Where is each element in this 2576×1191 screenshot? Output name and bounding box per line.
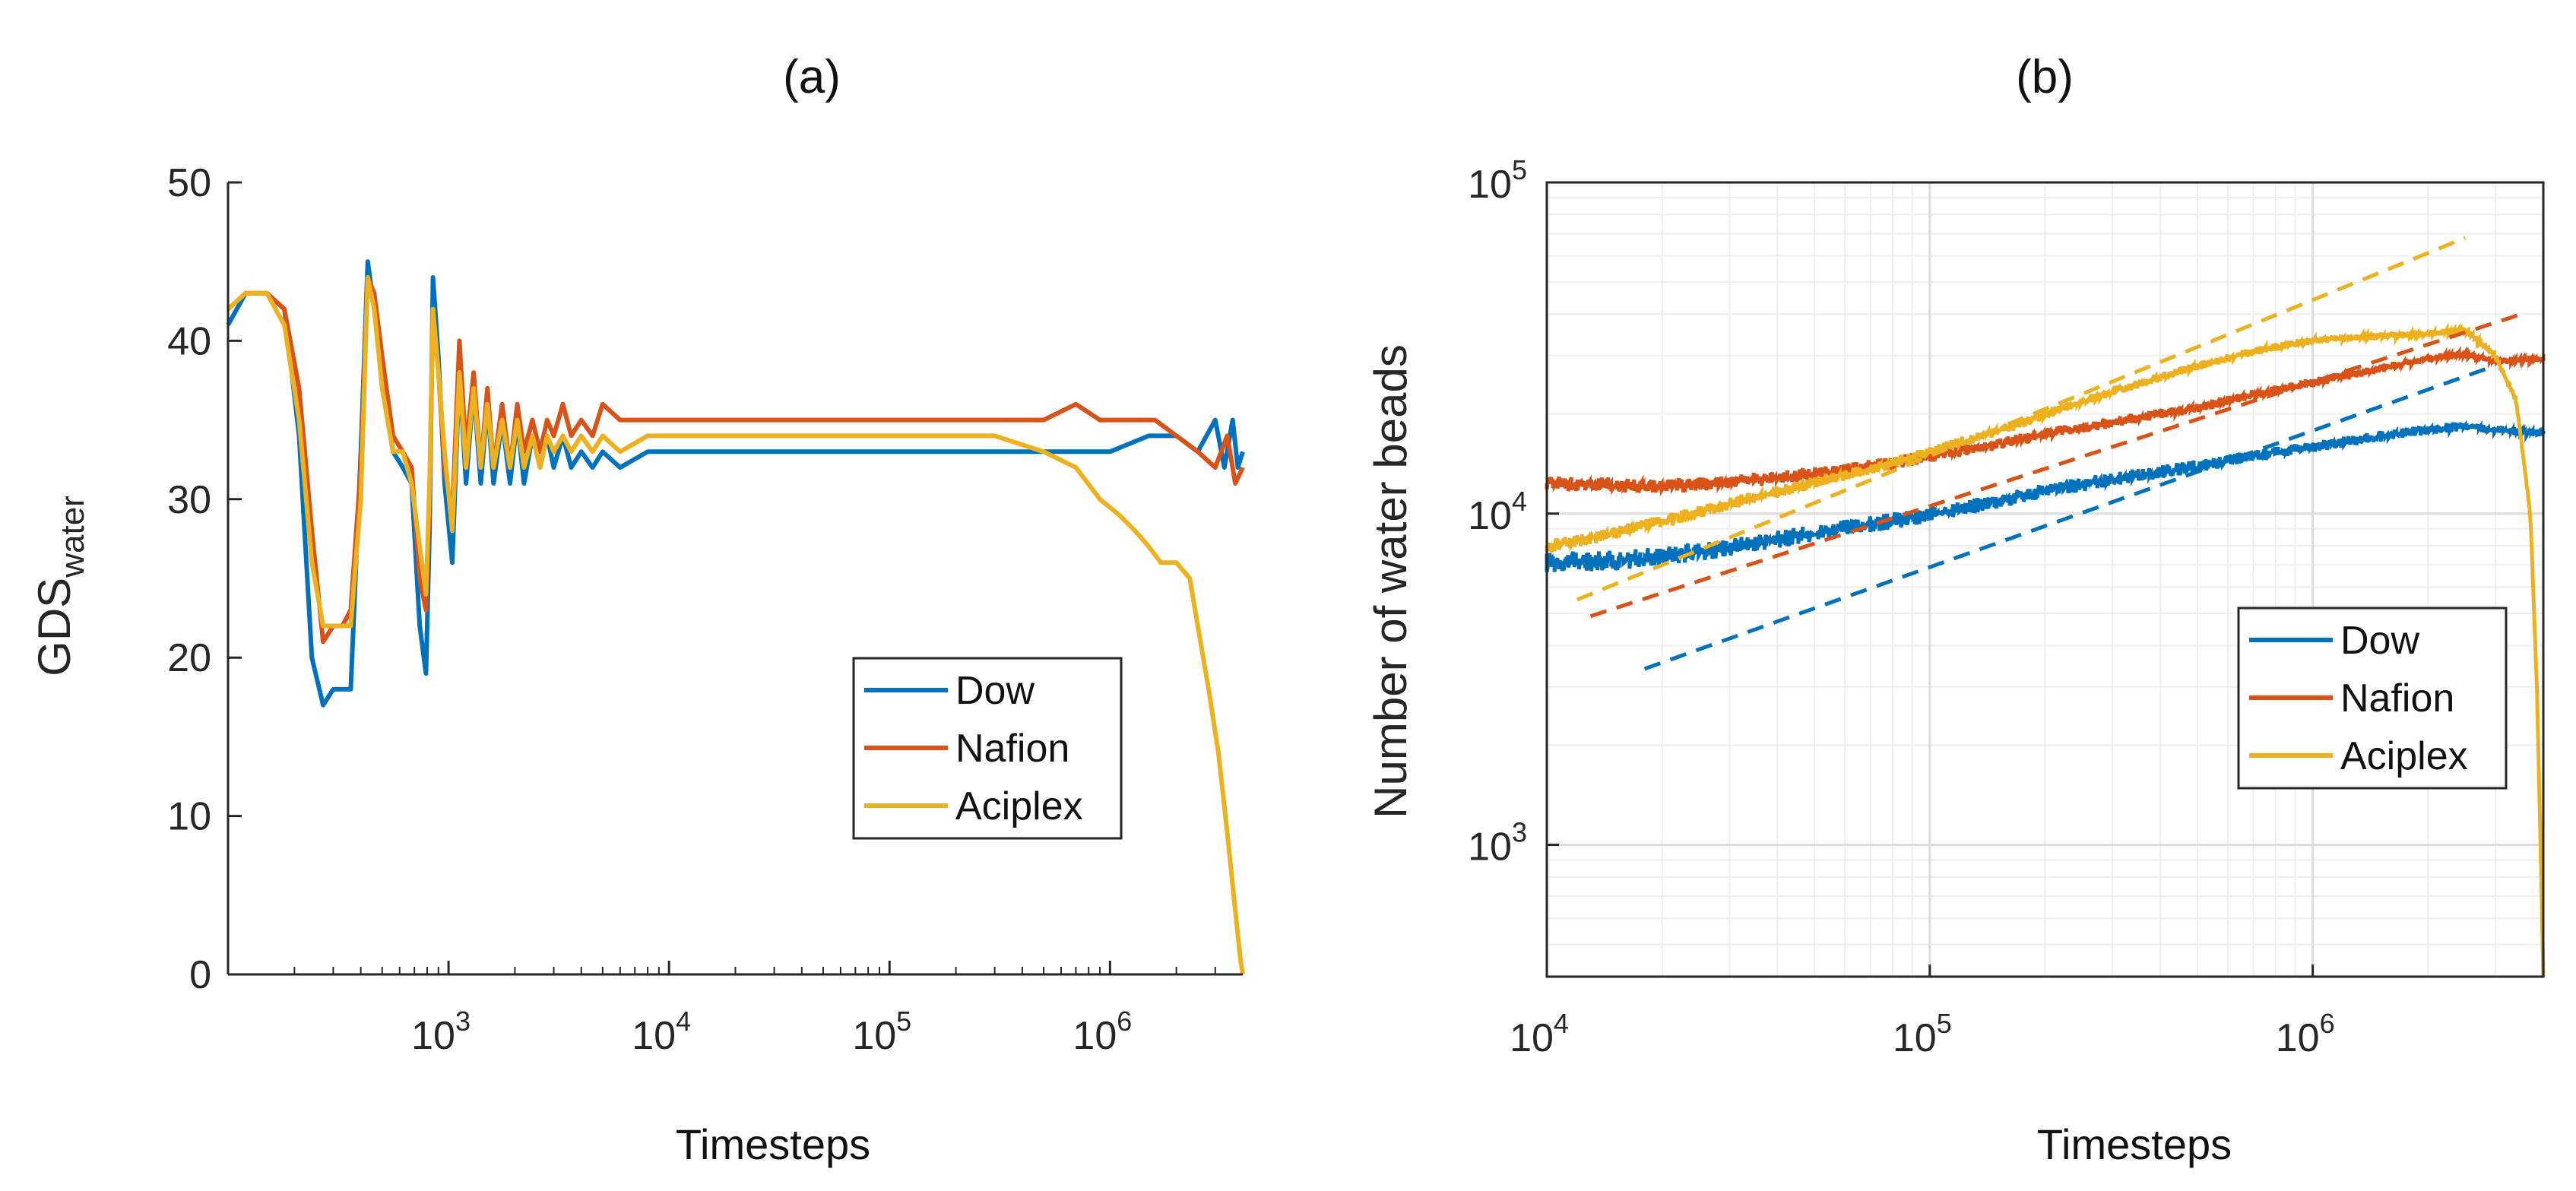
panel-a-x-tick-exponent: 6 [1117,1006,1132,1037]
panel-a-series [226,259,1245,975]
panel-a-legend-label-nafion: Nafion [955,727,1069,771]
panel-b-title: (b) [2016,51,2074,103]
panel-a-x-tick-label: 106 [1073,1006,1132,1058]
panel-a-x-tick-label: 105 [852,1006,911,1058]
panel-a-legend-label-aciplex: Aciplex [955,784,1083,828]
panel-b-series-aciplex [1545,322,2546,977]
panel-a-title: (a) [783,51,841,103]
panel-a-y-tick-label: 0 [189,953,211,997]
panel-a-y-tick-label: 20 [167,636,211,680]
panel-a-series-nafion [226,275,1245,645]
panel-b-y-tick-base: 10 [1468,825,1512,869]
panel-b-y-tick-label: 103 [1468,817,1527,869]
panel-b-y-tick-exponent: 3 [1512,817,1527,848]
panel-a-y-axis-label-subscript: water [54,496,91,578]
panel-b-grid [1545,181,2543,977]
panel-b-x-tick-label: 106 [2276,1008,2335,1060]
panel-b-x-axis-label: Timesteps [2037,1120,2232,1168]
panel-b-x-tick-exponent: 6 [2320,1008,2335,1039]
panel-b-y-tick-label: 105 [1468,154,1527,207]
panel-b-y-tick-exponent: 5 [1512,154,1527,185]
panel-a-x-tick-exponent: 3 [455,1006,471,1037]
panel-b-fit-lines [1576,236,2522,671]
panel-a-x-tick-base: 10 [1073,1014,1117,1058]
panel-b-x-tick-label: 104 [1510,1008,1569,1060]
panel-b-y-tick-base: 10 [1468,163,1512,207]
panel-b-y-tick-exponent: 4 [1512,486,1527,517]
panel-a-y-tick-label: 40 [167,319,211,363]
panel-a-x-tick-base: 10 [632,1014,676,1058]
panel-a-x-tick-exponent: 5 [896,1006,911,1037]
panel-a-y-tick-label: 50 [167,161,211,205]
panel-a-y-axis-label-main: GDS [29,578,80,676]
panel-b-x-tick-exponent: 5 [1937,1008,1952,1039]
panel-b-series-dow [1545,420,2546,573]
panel-b-y-axis-label: Number of water beads [1365,344,1416,819]
panel-b-x-tick-label: 105 [1893,1008,1952,1060]
panel-a-series-aciplex [226,275,1245,975]
panel-b-y-tick-base: 10 [1468,494,1512,538]
panel-a-x-tick-exponent: 4 [676,1006,691,1037]
panel-a-x-tick-label: 104 [632,1006,691,1058]
panel-a-legend-label-dow: Dow [955,669,1035,713]
panel-b-axes-box [1545,181,2545,978]
panel-b-series-nafion [1545,345,2546,497]
panel-b-fit-line-dow [1643,363,2496,671]
panel-b-x-tick-exponent: 4 [1554,1008,1569,1039]
panel-a-y-axis-label: GDSwater [29,496,91,676]
panel-a-x-tick-base: 10 [852,1014,896,1058]
panel-b-x-tick-base: 10 [1893,1016,1937,1060]
panel-a-legend: Dow Nafion Aciplex [852,657,1123,840]
panel-a-x-axis-label: Timesteps [676,1120,870,1168]
panel-b-legend-label-dow: Dow [2340,619,2419,663]
panel-a-y-tick-label: 10 [167,795,211,839]
panel-b-legend-label-aciplex: Aciplex [2340,734,2468,778]
panel-b-series [1545,322,2546,977]
panel-a-x-tick-label: 103 [411,1006,471,1058]
panel-a-x-tick-base: 10 [411,1014,455,1058]
panel-a-y-tick-label: 30 [167,478,211,522]
panel-b-legend: Dow Nafion Aciplex [2237,607,2508,790]
panel-b-fit-line-aciplex [1576,236,2467,602]
panel-b-x-tick-base: 10 [1510,1016,1554,1060]
panel-b-y-tick-label: 104 [1468,486,1527,538]
panel-b-x-tick-base: 10 [2276,1016,2320,1060]
panel-b-legend-label-nafion: Nafion [2340,676,2454,721]
